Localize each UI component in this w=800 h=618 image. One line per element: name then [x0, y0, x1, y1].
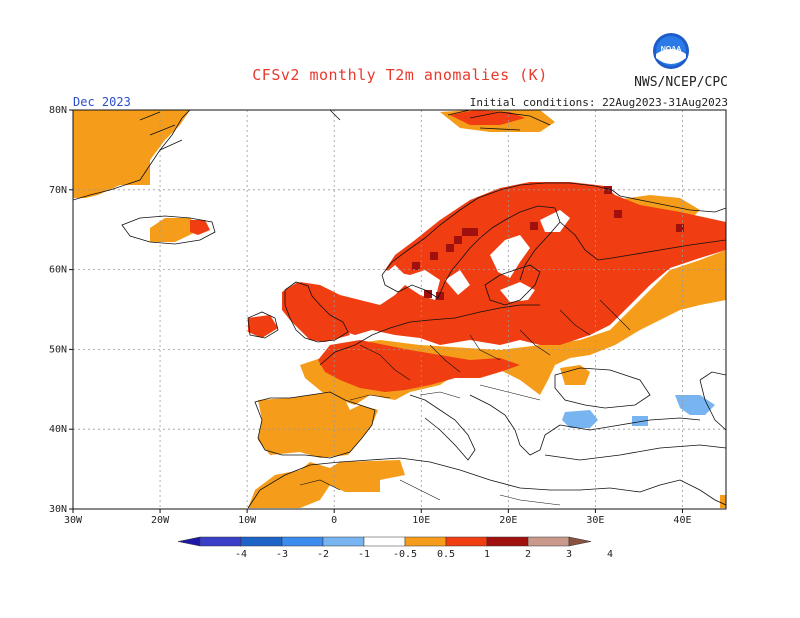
- lat-tick-label: 60N: [49, 265, 67, 276]
- colorbar-segment: [527, 536, 570, 547]
- lat-tick-label: 80N: [49, 105, 67, 116]
- colorbar-segment: [322, 536, 365, 547]
- colorbar-segment: [486, 536, 529, 547]
- lon-tick-label: 30E: [586, 515, 604, 526]
- logo-text: NOAA: [661, 46, 682, 53]
- anomaly-shading: [73, 110, 726, 508]
- graticule: [73, 110, 726, 509]
- lon-tick-label: 40E: [673, 515, 691, 526]
- lat-tick-label: 50N: [49, 344, 67, 355]
- lat-tick-label: 70N: [49, 185, 67, 196]
- colorbar-segment: [199, 536, 242, 547]
- lat-tick-label: 40N: [49, 424, 67, 435]
- agency-label: NWS/NCEP/CPC: [634, 75, 728, 90]
- forecast-month: Dec 2023: [73, 95, 131, 109]
- longitude-labels: 30W 20W 10W 0 10E 20E 30E 40E: [64, 509, 691, 526]
- map-title: CFSv2 monthly T2m anomalies (K): [252, 66, 548, 84]
- colorbar-segment: [404, 536, 447, 547]
- colorbar-segment: [240, 536, 283, 547]
- colorbar-label: 4: [607, 549, 613, 560]
- initial-conditions: Initial conditions: 22Aug2023-31Aug2023: [469, 96, 728, 109]
- lon-tick-label: 0: [331, 515, 337, 526]
- latitude-labels: 80N 70N 60N 50N 40N 30N: [49, 105, 73, 515]
- colorbar-label: 0.5: [437, 549, 455, 560]
- noaa-logo-icon: NOAA: [653, 33, 689, 69]
- colorbar-label: -2: [317, 549, 329, 560]
- colorbar-label: -3: [276, 549, 288, 560]
- colorbar-label: 1: [484, 549, 490, 560]
- colorbar-label: 3: [566, 549, 572, 560]
- colorbar-segment: [445, 536, 488, 547]
- colorbar-segment: [281, 536, 324, 547]
- map-frame: [72, 109, 727, 510]
- lat-tick-label: 30N: [49, 504, 67, 515]
- lon-tick-label: 10W: [238, 515, 257, 526]
- colorbar-label: -1: [358, 549, 370, 560]
- colorbar-label: -0.5: [393, 549, 417, 560]
- colorbar-arrow-low: [177, 536, 201, 547]
- coastlines: [73, 110, 726, 509]
- lon-tick-label: 20W: [151, 515, 170, 526]
- colorbar-segment: [363, 536, 406, 547]
- colorbar: -4 -3 -2 -1 -0.5 0.5 1 2 3 4: [177, 536, 613, 560]
- lon-tick-label: 20E: [499, 515, 517, 526]
- colorbar-arrow-high: [568, 536, 592, 547]
- lon-tick-label: 30W: [64, 515, 83, 526]
- colorbar-label: -4: [235, 549, 247, 560]
- colorbar-label: 2: [525, 549, 531, 560]
- lon-tick-label: 10E: [412, 515, 430, 526]
